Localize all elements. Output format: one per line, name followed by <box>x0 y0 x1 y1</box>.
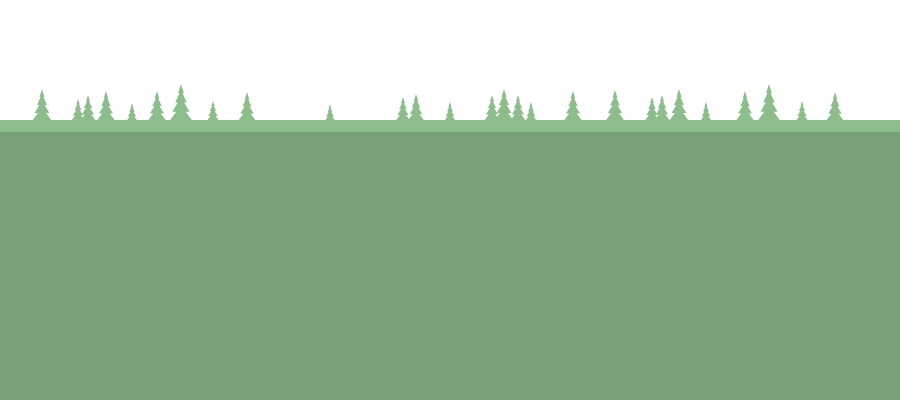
pine-tree-icon <box>444 102 456 121</box>
pine-tree-icon <box>494 89 514 121</box>
pine-tree-icon <box>509 95 527 121</box>
pine-tree-icon <box>644 97 660 121</box>
pine-tree-icon <box>206 101 220 121</box>
tree-group <box>32 84 844 121</box>
ground-strip <box>0 120 900 132</box>
pine-tree-icon <box>96 91 116 121</box>
pine-tree-icon <box>407 94 425 121</box>
pine-tree-icon <box>826 92 844 121</box>
pine-tree-icon <box>126 103 138 121</box>
pine-tree-icon <box>79 95 97 121</box>
pine-tree-icon <box>757 84 781 121</box>
pine-tree-icon <box>32 89 52 121</box>
pine-tree-icon <box>71 99 85 121</box>
pine-tree-icon <box>395 97 411 121</box>
ground <box>0 132 900 400</box>
sky <box>0 0 900 120</box>
pine-tree-icon <box>700 102 712 121</box>
pine-tree-icon <box>483 95 501 121</box>
pine-tree-icon <box>324 104 336 121</box>
pine-tree-icon <box>563 91 583 121</box>
pine-tree-icon <box>795 101 809 121</box>
pine-tree-icon <box>525 102 537 121</box>
pine-tree-icon <box>147 91 167 121</box>
pine-tree-icon <box>605 90 625 121</box>
pine-tree-icon <box>653 95 671 121</box>
treeline <box>32 84 844 121</box>
pine-tree-icon <box>238 92 256 121</box>
pine-tree-icon <box>735 91 755 121</box>
pine-tree-icon <box>169 84 193 121</box>
pine-tree-icon <box>669 89 689 121</box>
